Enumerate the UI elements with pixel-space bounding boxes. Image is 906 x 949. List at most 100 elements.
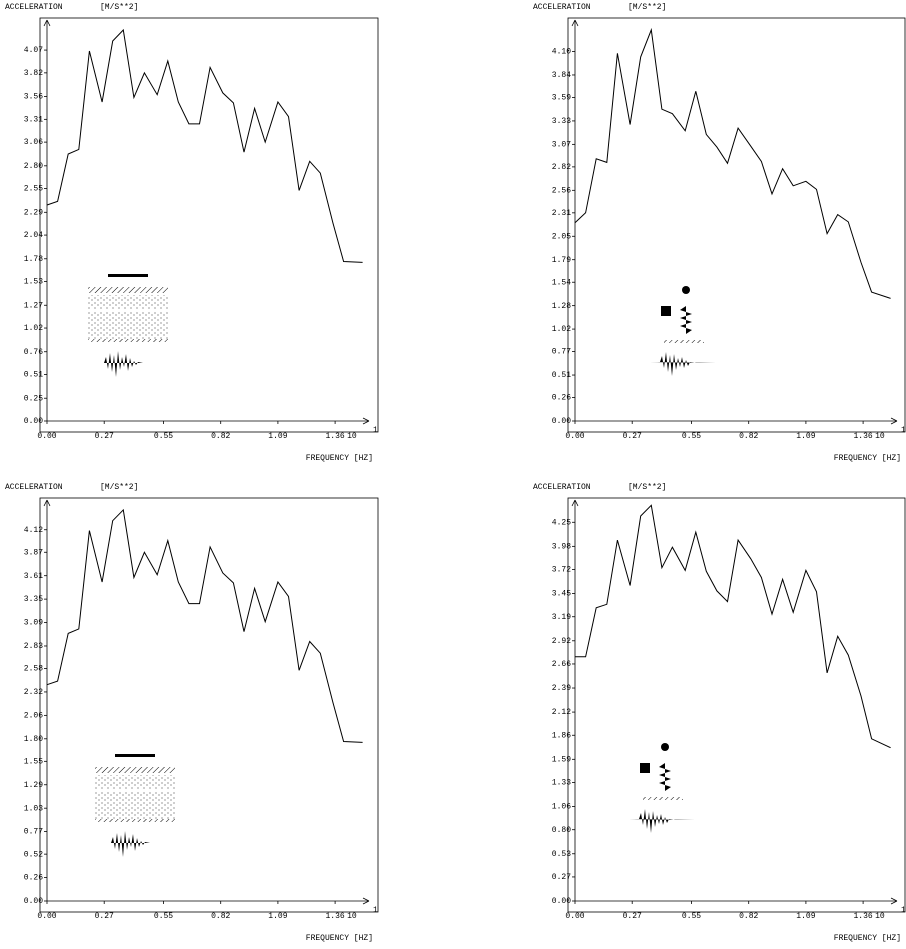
x-axis-label: FREQUENCY [HZ] [306, 454, 373, 463]
oscillator-inset [650, 278, 716, 376]
y-tick-label: 2.92 [552, 637, 571, 646]
y-axis-label: ACCELERATION [5, 483, 63, 492]
x-tick-label: 0.27 [95, 432, 114, 441]
x-multiplier: 10 [875, 912, 885, 921]
x-tick-label: 0.55 [682, 432, 701, 441]
y-tick-label: 0.76 [24, 348, 43, 357]
data-line [47, 510, 363, 743]
x-tick-label: 0.55 [154, 912, 173, 921]
x-tick-label: 0.00 [37, 912, 56, 921]
data-line [575, 505, 891, 747]
data-line [575, 30, 891, 299]
y-tick-label: 2.55 [24, 185, 43, 194]
y-tick-label: 0.77 [552, 348, 571, 357]
y-tick-label: 1.59 [552, 755, 571, 764]
chart-page: ACCELERATION [M/S**2] FREQUENCY [HZ] 0.00 0.… [0, 0, 906, 949]
y-tick-label: 1.28 [552, 302, 571, 311]
y-axis-label: ACCELERATION [5, 3, 63, 12]
x-exponent: 1 [373, 426, 378, 435]
y-tick-label: 1.78 [24, 255, 43, 264]
y-tick-label: 4.10 [552, 48, 571, 57]
x-tick-label: 0.82 [211, 912, 230, 921]
y-tick-label: 3.07 [552, 140, 571, 149]
data-line [47, 30, 363, 262]
y-axis-unit: [M/S**2] [100, 483, 138, 492]
plot-frame [568, 18, 905, 432]
y-tick-label: 0.52 [24, 850, 43, 859]
y-tick-label: 0.00 [24, 417, 43, 426]
y-tick-label: 0.80 [552, 826, 571, 835]
y-tick-label: 1.86 [552, 731, 571, 740]
y-axis-unit: [M/S**2] [100, 3, 138, 12]
y-tick-label: 1.53 [24, 278, 43, 287]
x-tick-label: 1.36 [854, 432, 873, 441]
y-tick-label: 1.33 [552, 779, 571, 788]
x-tick-label: 0.55 [154, 432, 173, 441]
y-tick-label: 2.39 [552, 684, 571, 693]
x-tick-label: 1.36 [326, 432, 345, 441]
x-multiplier: 10 [347, 432, 357, 441]
y-tick-label: 2.32 [24, 688, 43, 697]
y-tick-label: 3.98 [552, 542, 571, 551]
y-tick-label: 4.25 [552, 518, 571, 527]
y-tick-label: 1.54 [552, 278, 571, 287]
y-tick-label: 1.27 [24, 301, 43, 310]
y-tick-label: 3.33 [552, 117, 571, 126]
y-tick-label: 4.12 [24, 526, 43, 535]
x-tick-label: 0.27 [623, 912, 642, 921]
y-axis-unit: [M/S**2] [628, 3, 666, 12]
x-tick-label: 1.09 [796, 912, 815, 921]
y-tick-label: 0.26 [552, 394, 571, 403]
x-axis-label: FREQUENCY [HZ] [834, 454, 901, 463]
y-tick-label: 1.29 [24, 781, 43, 790]
y-tick-label: 1.55 [24, 757, 43, 766]
y-tick-label: 3.31 [24, 115, 43, 124]
y-axis-label: ACCELERATION [533, 3, 591, 12]
plot-frame [40, 18, 378, 432]
y-tick-label: 2.29 [24, 208, 43, 217]
chart-panel: ACCELERATION [M/S**2] FREQUENCY [HZ] 0.00 0.… [533, 483, 906, 943]
x-tick-label: 0.00 [37, 432, 56, 441]
x-tick-label: 0.00 [565, 912, 584, 921]
y-tick-label: 2.58 [24, 665, 43, 674]
x-exponent: 1 [901, 906, 906, 915]
y-tick-label: 3.06 [24, 138, 43, 147]
y-tick-label: 1.02 [24, 324, 43, 333]
y-tick-label: 3.19 [552, 613, 571, 622]
y-tick-label: 2.06 [24, 711, 43, 720]
x-tick-label: 0.00 [565, 432, 584, 441]
y-tick-label: 3.87 [24, 548, 43, 557]
y-tick-label: 0.27 [552, 873, 571, 882]
y-axis-unit: [M/S**2] [628, 483, 666, 492]
y-tick-label: 0.26 [24, 874, 43, 883]
y-tick-label: 0.25 [24, 394, 43, 403]
y-tick-label: 0.00 [552, 417, 571, 426]
y-tick-label: 0.51 [552, 371, 571, 380]
x-tick-label: 0.82 [739, 912, 758, 921]
x-tick-label: 1.09 [796, 432, 815, 441]
x-multiplier: 10 [875, 432, 885, 441]
y-tick-label: 4.07 [24, 46, 43, 55]
y-axis-label: ACCELERATION [533, 483, 591, 492]
y-tick-label: 2.66 [552, 660, 571, 669]
x-tick-label: 0.27 [623, 432, 642, 441]
x-tick-label: 0.82 [211, 432, 230, 441]
y-tick-label: 3.82 [24, 69, 43, 78]
y-tick-label: 2.05 [552, 232, 571, 241]
y-tick-label: 3.61 [24, 572, 43, 581]
y-tick-label: 3.72 [552, 566, 571, 575]
y-tick-label: 2.56 [552, 186, 571, 195]
y-tick-label: 1.06 [552, 803, 571, 812]
x-axis-label: FREQUENCY [HZ] [306, 934, 373, 943]
soil-inset [95, 754, 175, 857]
chart-panel: ACCELERATION [M/S**2] FREQUENCY [HZ] 0.00 0.… [5, 3, 378, 463]
soil-inset [88, 274, 168, 377]
chart-panel: ACCELERATION [M/S**2] FREQUENCY [HZ] 0.00 0.… [533, 3, 906, 463]
x-exponent: 1 [901, 426, 906, 435]
y-tick-label: 0.53 [552, 850, 571, 859]
y-tick-label: 1.02 [552, 325, 571, 334]
y-tick-label: 2.83 [24, 642, 43, 651]
x-axis-label: FREQUENCY [HZ] [834, 934, 901, 943]
y-tick-label: 2.82 [552, 163, 571, 172]
y-tick-label: 3.84 [552, 71, 571, 80]
